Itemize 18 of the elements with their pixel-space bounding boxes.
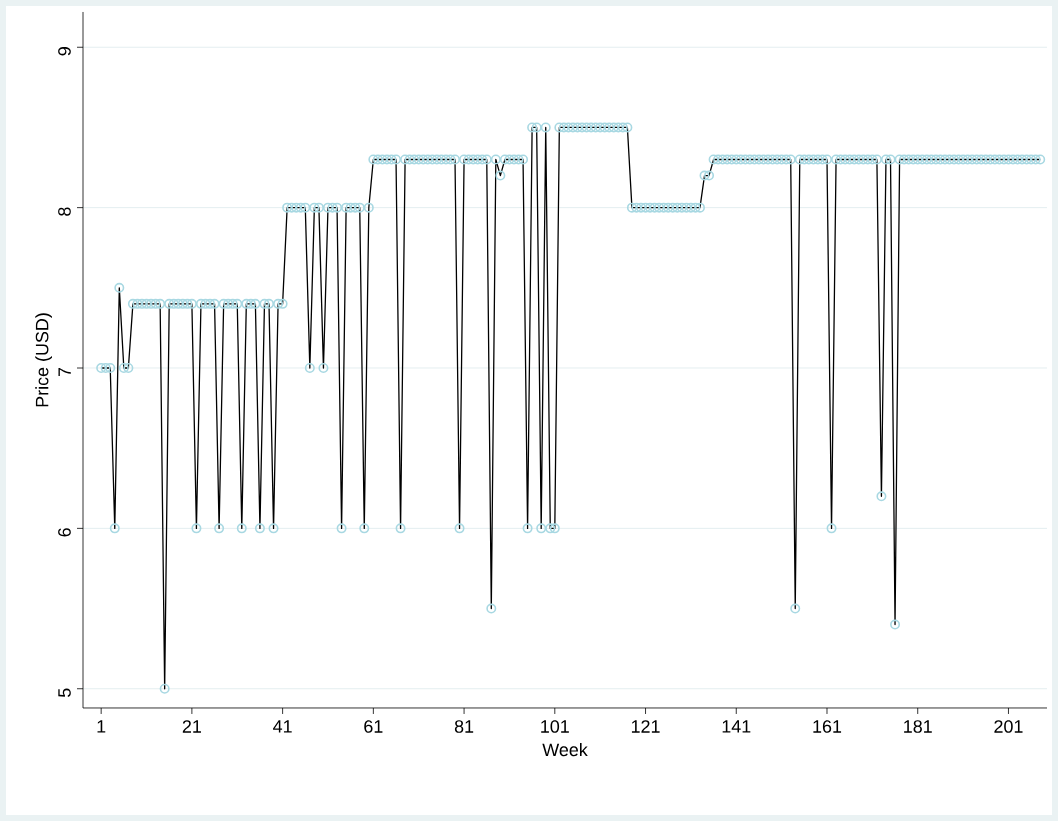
y-tick-label: 8 (58, 207, 71, 216)
x-tick-label: 161 (813, 720, 842, 733)
y-tick-label: 9 (58, 47, 71, 56)
x-tick-label: 61 (364, 720, 383, 733)
x-axis-title: Week (542, 743, 588, 757)
y-tick-label: 6 (58, 528, 71, 537)
x-tick-label: 121 (631, 720, 660, 733)
y-tick-label: 7 (58, 367, 71, 377)
x-tick-label: 81 (454, 720, 474, 733)
y-axis-title: Price (USD) (35, 313, 52, 407)
y-tick-label: 5 (58, 688, 71, 698)
x-tick-label: 201 (994, 720, 1023, 733)
x-tick-label: 41 (273, 720, 292, 733)
x-tick-label: 21 (182, 720, 201, 733)
x-tick-label: 101 (541, 720, 569, 733)
x-tick-label: 141 (722, 720, 751, 733)
x-tick-label: 181 (904, 720, 932, 733)
x-tick-label: 1 (97, 720, 106, 733)
